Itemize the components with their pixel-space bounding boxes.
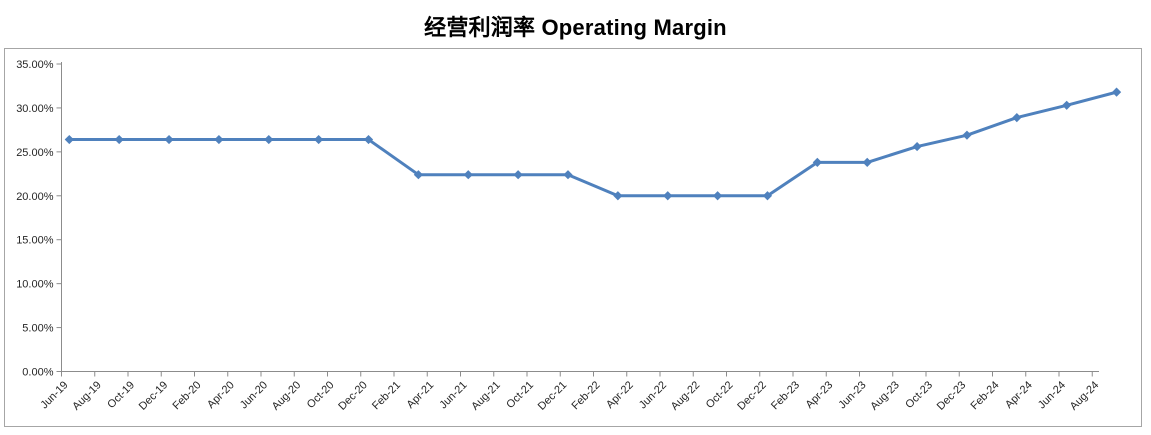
data-point-marker bbox=[862, 157, 872, 167]
data-point-marker bbox=[613, 191, 623, 201]
data-point-marker bbox=[563, 170, 573, 180]
y-tick-label: 0.00% bbox=[22, 367, 53, 379]
data-point-marker bbox=[663, 191, 673, 201]
data-point-marker bbox=[164, 134, 174, 145]
data-point-marker bbox=[513, 170, 523, 180]
y-tick-label: 15.00% bbox=[16, 235, 54, 247]
y-tick-label: 5.00% bbox=[22, 323, 53, 335]
data-point-marker bbox=[1062, 100, 1072, 110]
y-tick-label: 25.00% bbox=[16, 147, 54, 159]
y-tick-label: 10.00% bbox=[16, 279, 54, 291]
data-point-marker bbox=[64, 134, 74, 145]
data-point-marker bbox=[762, 191, 773, 201]
chart-border bbox=[4, 48, 1142, 427]
chart-title: 经营利润率 Operating Margin bbox=[424, 15, 727, 40]
y-tick-label: 20.00% bbox=[16, 191, 54, 203]
data-point-marker bbox=[363, 134, 374, 145]
data-point-marker bbox=[1111, 87, 1122, 97]
data-point-marker bbox=[413, 170, 423, 180]
data-point-marker bbox=[114, 134, 124, 145]
data-point-marker bbox=[713, 191, 723, 201]
data-point-marker bbox=[912, 141, 922, 152]
data-point-marker bbox=[314, 134, 324, 145]
data-point-marker bbox=[1012, 112, 1022, 123]
series-line bbox=[67, 90, 1119, 198]
data-point-marker bbox=[463, 170, 473, 180]
data-point-marker bbox=[812, 157, 822, 167]
data-point-marker bbox=[214, 134, 224, 145]
data-point-marker bbox=[962, 130, 972, 140]
y-tick-label: 35.00% bbox=[16, 59, 54, 71]
y-tick-label: 30.00% bbox=[16, 103, 54, 115]
data-point-marker bbox=[264, 134, 274, 145]
